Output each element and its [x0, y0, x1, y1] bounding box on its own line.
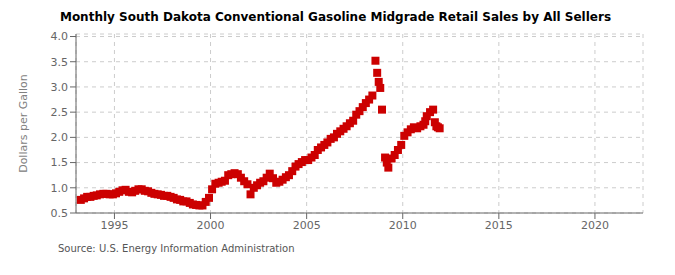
svg-text:1.5: 1.5	[51, 156, 69, 169]
html-text:Source: U.S. Energy Informatio: Source: U.S. Energy Information Administ…	[58, 243, 295, 254]
svg-text:2.5: 2.5	[51, 106, 69, 119]
svg-text:2000: 2000	[197, 219, 225, 232]
svg-text:2010: 2010	[389, 219, 417, 232]
svg-text:3.0: 3.0	[51, 81, 69, 94]
svg-text:2020: 2020	[581, 219, 609, 232]
svg-text:2015: 2015	[485, 219, 513, 232]
svg-text:2005: 2005	[293, 219, 321, 232]
svg-text:1.0: 1.0	[51, 182, 69, 195]
svg-text:0.5: 0.5	[51, 207, 69, 220]
svg-text:1995: 1995	[100, 219, 128, 232]
svg-text:4.0: 4.0	[51, 30, 69, 43]
html-text:Monthly South Dakota Conventio: Monthly South Dakota Conventional Gasoli…	[59, 10, 611, 24]
svg-text:2.0: 2.0	[51, 131, 69, 144]
svg-text:3.5: 3.5	[51, 56, 69, 69]
svg-text:Dollars per Gallon: Dollars per Gallon	[17, 74, 30, 173]
